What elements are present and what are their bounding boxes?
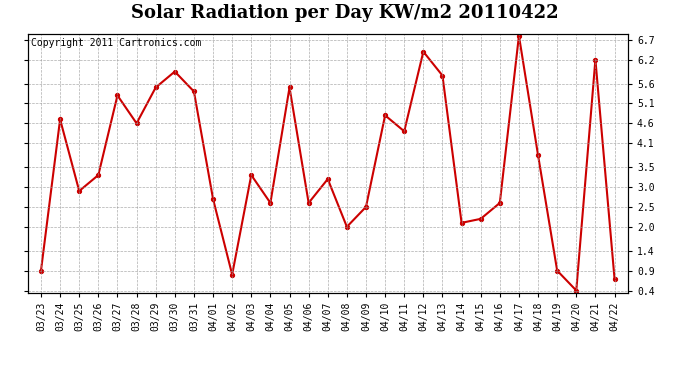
Text: Solar Radiation per Day KW/m2 20110422: Solar Radiation per Day KW/m2 20110422 <box>131 4 559 22</box>
Text: Copyright 2011 Cartronics.com: Copyright 2011 Cartronics.com <box>30 38 201 48</box>
